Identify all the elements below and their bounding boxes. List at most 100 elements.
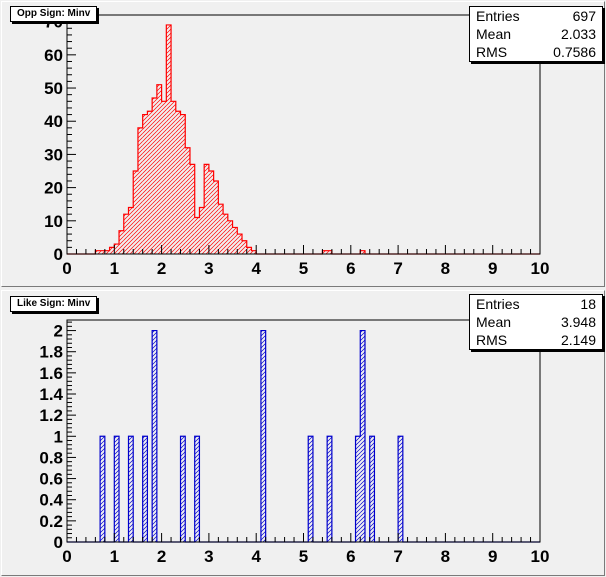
y-tick-label: 40: [44, 112, 63, 131]
histogram-bin: [327, 436, 332, 542]
histogram-bin: [180, 436, 186, 542]
histogram-bin: [355, 436, 361, 542]
histogram-bin: [185, 147, 190, 254]
top-stats-entries: Entries 697: [470, 7, 602, 25]
y-tick-label: 0.4: [39, 491, 63, 510]
top-stats-mean-value: 2.033: [560, 26, 596, 42]
histogram-bins: [100, 330, 403, 542]
histogram-bin: [100, 436, 105, 542]
bottom-stats-mean: Mean 3.948: [470, 313, 602, 331]
histogram-bin: [189, 164, 195, 254]
histogram-bin: [123, 214, 129, 254]
histogram-bin: [128, 436, 134, 542]
histogram-bin: [109, 247, 115, 254]
histogram-bin: [142, 114, 148, 254]
histogram-bin: [223, 214, 228, 254]
histogram-bin: [175, 111, 181, 254]
histogram-bin: [218, 204, 224, 254]
x-tick-label: 2: [157, 259, 166, 278]
histogram-bin: [227, 220, 233, 254]
x-tick-label: 10: [531, 259, 550, 278]
histogram-bin: [161, 101, 167, 254]
y-tick-label: 0.8: [39, 448, 63, 467]
y-tick-label: 10: [44, 212, 63, 231]
histogram-bin: [114, 436, 120, 542]
histogram-bin: [242, 240, 247, 254]
pad-frame-shadow: [1, 290, 605, 576]
bottom-stats-entries-label: Entries: [476, 296, 520, 312]
histogram-bin: [119, 230, 124, 254]
y-tick-label: 1.6: [39, 364, 63, 383]
histogram-bin: [232, 227, 238, 254]
histogram-bin: [133, 171, 138, 254]
bottom-stats-rms: RMS 2.149: [470, 331, 602, 349]
histogram-bin: [360, 250, 365, 254]
bottom-stats-rms-label: RMS: [476, 332, 508, 348]
x-tick-label: 3: [204, 259, 213, 278]
bottom-stats-rms-value: 2.149: [560, 332, 596, 348]
top-histogram-pad: 0 1 2 3 4 5 6 7 8 9 10 0 10 20 30 40 50 60 70 Opp Sign: Mi…: [0, 0, 606, 288]
histogram-bin: [166, 24, 172, 255]
x-tick-label: 1: [110, 547, 119, 566]
x-tick-label: 0: [62, 259, 71, 278]
y-tick-label: 2: [54, 322, 63, 341]
histogram-bin: [147, 111, 153, 254]
x-tick-label: 3: [204, 547, 213, 566]
y-tick-label: 0: [54, 245, 63, 264]
histogram-bin: [360, 330, 365, 542]
x-tick-label: 7: [393, 259, 402, 278]
x-tick-label: 0: [62, 547, 71, 566]
histogram-bin: [194, 217, 200, 254]
top-stats-entries-label: Entries: [476, 8, 520, 24]
histogram-bin: [152, 97, 157, 254]
histogram-bin: [369, 436, 375, 542]
bottom-stats-entries-value: 18: [580, 296, 596, 312]
top-stats-rms-value: 0.7586: [553, 44, 596, 60]
x-tick-label: 2: [157, 547, 166, 566]
y-tick-label: 0: [54, 533, 63, 552]
histogram-bin: [260, 330, 266, 542]
x-tick-label: 6: [346, 259, 355, 278]
histogram-bin: [156, 84, 162, 254]
plot-area: [66, 319, 541, 543]
top-stats-mean-label: Mean: [476, 26, 512, 42]
y-tick-label: 1.4: [39, 385, 63, 404]
top-stats-box: Entries 697 Mean 2.033 RMS 0.7586: [469, 6, 603, 62]
top-histogram-title: Opp Sign: Minv: [10, 6, 98, 22]
histogram-bin: [180, 114, 186, 254]
y-tick-label: 1: [54, 427, 63, 446]
y-tick-label: 30: [44, 145, 63, 164]
histogram-bin: [398, 436, 403, 542]
histogram-bin: [208, 171, 214, 254]
histogram-bin: [137, 127, 143, 254]
histogram-bin: [128, 207, 134, 254]
y-tick-label: 60: [44, 46, 63, 65]
histogram-bin: [199, 207, 205, 254]
top-stats-rms: RMS 0.7586: [470, 43, 602, 61]
bottom-histogram-title: Like Sign: Minv: [10, 296, 98, 312]
x-tick-label: 10: [531, 547, 550, 566]
histogram-bin: [322, 250, 328, 254]
y-tick-label: 0.6: [39, 470, 63, 489]
x-tick-label: 1: [110, 259, 119, 278]
pad-frame-shadow: [1, 1, 605, 287]
histogram-bin: [308, 436, 313, 542]
x-tick-label: 8: [441, 547, 450, 566]
y-tick-label: 20: [44, 179, 63, 198]
y-tick-label: 0.2: [39, 512, 63, 531]
top-stats-entries-value: 697: [572, 8, 596, 24]
x-tick-label: 4: [251, 259, 261, 278]
histogram-bin: [142, 436, 148, 542]
histogram-bin: [171, 101, 176, 254]
histogram-bin: [237, 234, 243, 254]
x-tick-label: 8: [441, 259, 450, 278]
histogram-bins: [95, 24, 365, 255]
x-tick-label: 5: [299, 259, 308, 278]
histogram-bin: [114, 244, 120, 254]
top-stats-rms-label: RMS: [476, 44, 508, 60]
bottom-histogram-canvas: 0 1 2 3 4 5 6 7 8 9 10 0 0.2 0.4 0.6 0.8 1 1.2 1.4 1.6 1.8 2: [1, 290, 605, 576]
bottom-stats-entries: Entries 18: [470, 295, 602, 313]
histogram-bin: [100, 250, 105, 254]
histogram-bin: [213, 180, 219, 254]
bottom-stats-mean-label: Mean: [476, 314, 512, 330]
